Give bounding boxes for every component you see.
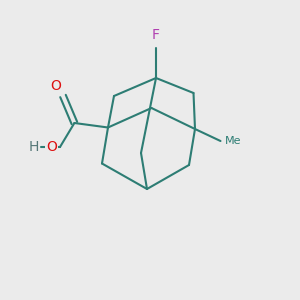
Text: O: O [46,140,57,154]
Text: Me: Me [225,136,242,146]
Text: H: H [28,140,39,154]
Text: F: F [152,28,160,42]
Text: O: O [51,79,62,93]
